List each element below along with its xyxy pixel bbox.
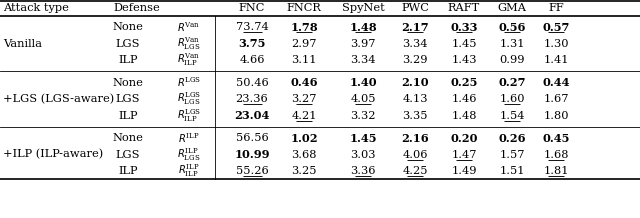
Text: $R_{\mathregular{LGS}}^{\mathregular{LGS}}$: $R_{\mathregular{LGS}}^{\mathregular{LGS…	[177, 91, 201, 107]
Text: 3.32: 3.32	[350, 111, 376, 121]
Text: Vanilla: Vanilla	[3, 39, 42, 49]
Text: FNCR: FNCR	[287, 3, 321, 13]
Text: ILP: ILP	[118, 111, 138, 121]
Text: 56.56: 56.56	[236, 133, 268, 143]
Text: 55.26: 55.26	[236, 166, 268, 176]
Text: 4.05: 4.05	[350, 94, 376, 104]
Text: 4.66: 4.66	[239, 55, 265, 65]
Text: 1.51: 1.51	[499, 166, 525, 176]
Text: ILP: ILP	[118, 166, 138, 176]
Text: 1.31: 1.31	[499, 39, 525, 49]
Text: None: None	[113, 133, 143, 143]
Text: FF: FF	[548, 3, 564, 13]
Text: 1.30: 1.30	[543, 39, 569, 49]
Text: 1.80: 1.80	[543, 111, 569, 121]
Text: 73.74: 73.74	[236, 22, 268, 32]
Text: 0.46: 0.46	[291, 77, 317, 88]
Text: 23.36: 23.36	[236, 94, 268, 104]
Text: 0.56: 0.56	[499, 22, 525, 32]
Text: 3.25: 3.25	[291, 166, 317, 176]
Text: 3.34: 3.34	[403, 39, 428, 49]
Text: 1.81: 1.81	[543, 166, 569, 176]
Text: +ILP (ILP-aware): +ILP (ILP-aware)	[3, 149, 103, 160]
Text: 1.40: 1.40	[349, 77, 377, 88]
Text: 2.17: 2.17	[401, 22, 429, 32]
Text: 1.02: 1.02	[290, 133, 318, 144]
Text: 3.11: 3.11	[291, 55, 317, 65]
Text: 1.57: 1.57	[499, 150, 525, 160]
Text: $R_{\mathregular{LGS}}^{\mathregular{Van}}$: $R_{\mathregular{LGS}}^{\mathregular{Van…	[177, 35, 201, 52]
Text: $R_{\mathregular{ILP}}^{\mathregular{ILP}}$: $R_{\mathregular{ILP}}^{\mathregular{ILP…	[179, 163, 200, 179]
Text: 3.68: 3.68	[291, 150, 317, 160]
Text: $R_{\mathregular{ILP}}^{\mathregular{Van}}$: $R_{\mathregular{ILP}}^{\mathregular{Van…	[177, 52, 200, 68]
Text: 0.99: 0.99	[499, 55, 525, 65]
Text: 1.49: 1.49	[451, 166, 477, 176]
Text: Defense: Defense	[113, 3, 160, 13]
Text: $R_{\mathregular{LGS}}^{\mathregular{ILP}}$: $R_{\mathregular{LGS}}^{\mathregular{ILP…	[177, 146, 201, 163]
Text: 4.21: 4.21	[291, 111, 317, 121]
Text: 3.97: 3.97	[350, 39, 376, 49]
Text: 1.48: 1.48	[451, 111, 477, 121]
Text: 1.41: 1.41	[543, 55, 569, 65]
Text: 1.67: 1.67	[543, 94, 569, 104]
Text: 1.60: 1.60	[499, 94, 525, 104]
Text: ILP: ILP	[118, 55, 138, 65]
Text: 0.25: 0.25	[451, 77, 477, 88]
Text: 3.75: 3.75	[238, 38, 266, 49]
Text: None: None	[113, 78, 143, 88]
Text: 3.36: 3.36	[350, 166, 376, 176]
Text: LGS: LGS	[116, 150, 140, 160]
Text: PWC: PWC	[401, 3, 429, 13]
Text: 1.68: 1.68	[543, 150, 569, 160]
Text: LGS: LGS	[116, 39, 140, 49]
Text: 1.48: 1.48	[349, 22, 377, 32]
Text: 2.97: 2.97	[291, 39, 317, 49]
Text: $R^{\mathregular{Van}}$: $R^{\mathregular{Van}}$	[177, 20, 200, 34]
Text: 4.13: 4.13	[403, 94, 428, 104]
Text: +LGS (LGS-aware): +LGS (LGS-aware)	[3, 94, 115, 104]
Text: 3.29: 3.29	[403, 55, 428, 65]
Text: 1.47: 1.47	[451, 150, 477, 160]
Text: GMA: GMA	[497, 3, 527, 13]
Text: 3.35: 3.35	[403, 111, 428, 121]
Text: 0.57: 0.57	[542, 22, 570, 32]
Text: FNC: FNC	[239, 3, 265, 13]
Text: 1.45: 1.45	[451, 39, 477, 49]
Text: 0.26: 0.26	[499, 133, 525, 144]
Text: SpyNet: SpyNet	[342, 3, 385, 13]
Text: $R_{\mathregular{ILP}}^{\mathregular{LGS}}$: $R_{\mathregular{ILP}}^{\mathregular{LGS…	[177, 107, 201, 124]
Text: Attack type: Attack type	[3, 3, 69, 13]
Text: 3.34: 3.34	[350, 55, 376, 65]
Text: 3.03: 3.03	[350, 150, 376, 160]
Text: 23.04: 23.04	[234, 110, 269, 121]
Text: 1.43: 1.43	[451, 55, 477, 65]
Text: 10.99: 10.99	[234, 149, 269, 160]
Text: RAFT: RAFT	[448, 3, 480, 13]
Text: 0.33: 0.33	[451, 22, 477, 32]
Text: 4.25: 4.25	[403, 166, 428, 176]
Text: $R^{\mathregular{ILP}}$: $R^{\mathregular{ILP}}$	[179, 131, 200, 145]
Text: 0.45: 0.45	[542, 133, 570, 144]
Text: 1.54: 1.54	[499, 111, 525, 121]
Text: 4.06: 4.06	[403, 150, 428, 160]
Text: 1.78: 1.78	[290, 22, 318, 32]
Text: 2.10: 2.10	[401, 77, 429, 88]
Text: 3.27: 3.27	[291, 94, 317, 104]
Text: LGS: LGS	[116, 94, 140, 104]
Text: 0.27: 0.27	[499, 77, 525, 88]
Text: $R^{\mathregular{LGS}}$: $R^{\mathregular{LGS}}$	[177, 76, 201, 89]
Text: None: None	[113, 22, 143, 32]
Text: 0.44: 0.44	[542, 77, 570, 88]
Text: 1.45: 1.45	[349, 133, 377, 144]
Text: 1.46: 1.46	[451, 94, 477, 104]
Text: 0.20: 0.20	[451, 133, 477, 144]
Text: 50.46: 50.46	[236, 78, 268, 88]
Text: 2.16: 2.16	[401, 133, 429, 144]
